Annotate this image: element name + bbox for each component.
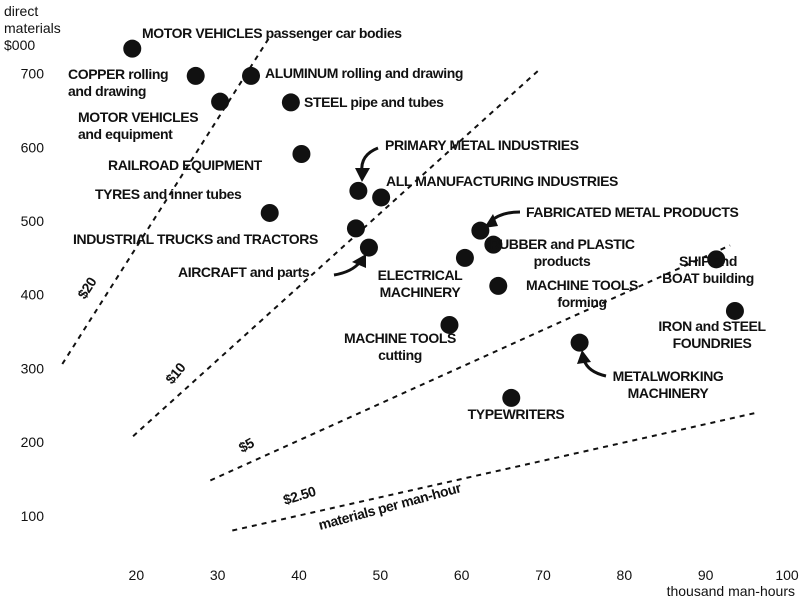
- y-axis-label: $000: [4, 37, 35, 53]
- arrowhead: [355, 168, 370, 182]
- y-tick-label: 500: [21, 213, 45, 229]
- point-label: MOTOR VEHICLES: [78, 109, 198, 125]
- point: [725, 301, 744, 320]
- y-tick-label: 700: [21, 66, 45, 82]
- y-tick-label: 300: [21, 360, 45, 376]
- point: [346, 219, 365, 238]
- point-label: cutting: [378, 347, 422, 363]
- point: [440, 315, 459, 334]
- point-label: MACHINERY: [380, 284, 462, 300]
- point-label: METALWORKING: [613, 368, 724, 384]
- y-tick-label: 600: [21, 139, 45, 155]
- point: [292, 145, 311, 163]
- reference-label: $2.50: [281, 483, 318, 508]
- y-tick-label: 200: [21, 434, 45, 450]
- point-label: RAILROAD EQUIPMENT: [108, 157, 263, 173]
- x-tick-label: 80: [617, 567, 633, 583]
- point-label: ALUMINUM rolling and drawing: [265, 65, 463, 81]
- point-label: and equipment: [78, 126, 173, 142]
- x-axis-label: thousand man-hours: [667, 583, 795, 599]
- reference-label: $10: [162, 359, 189, 387]
- point: [359, 238, 378, 257]
- point-label: PRIMARY METAL INDUSTRIES: [385, 137, 579, 153]
- point: [489, 276, 508, 295]
- x-tick-label: 70: [535, 567, 551, 583]
- arrowhead: [352, 254, 366, 268]
- reference-line: [209, 244, 731, 482]
- point-label: BOAT building: [662, 270, 754, 286]
- point-label: MOTOR VEHICLES passenger car bodies: [142, 25, 402, 41]
- point: [349, 181, 368, 200]
- point: [260, 203, 279, 222]
- point-label: SHIP and: [679, 253, 737, 269]
- reference-line: [132, 67, 542, 437]
- point-label: FOUNDRIES: [673, 335, 752, 351]
- point-label: AIRCRAFT and parts: [178, 264, 310, 280]
- point-label: IRON and STEEL: [658, 318, 766, 334]
- y-axis-label: materials: [4, 20, 61, 36]
- point-label: MACHINE TOOLS: [344, 330, 456, 346]
- point: [484, 235, 503, 254]
- arrow: [333, 261, 362, 277]
- point-label: TYPEWRITERS: [468, 406, 565, 422]
- point: [570, 333, 589, 352]
- reference-label: $20: [74, 274, 100, 302]
- arrowhead: [484, 214, 498, 228]
- point-label: ELECTRICAL: [378, 267, 464, 283]
- point-label: products: [534, 253, 591, 269]
- point-label: forming: [557, 294, 606, 310]
- reference-line: [232, 411, 758, 532]
- x-tick-label: 20: [129, 567, 145, 583]
- arrowheads: [352, 168, 591, 364]
- x-tick-label: 30: [210, 567, 226, 583]
- point-label: FABRICATED METAL PRODUCTS: [526, 204, 739, 220]
- point-label: MACHINERY: [628, 385, 710, 401]
- point: [707, 250, 726, 269]
- y-axis-label: direct: [4, 3, 38, 19]
- point-label: STEEL pipe and tubes: [304, 94, 444, 110]
- y-tick-label: 400: [21, 287, 45, 303]
- point-label: ALL MANUFACTURING INDUSTRIES: [386, 173, 618, 189]
- point: [455, 248, 474, 267]
- point-label: RUBBER and PLASTIC: [489, 236, 635, 252]
- reference-label: $5: [236, 434, 257, 455]
- reference-line: [61, 36, 271, 365]
- point: [471, 221, 490, 240]
- reference-note: materials per man-hour: [317, 479, 464, 533]
- point-label: MACHINE TOOLS: [526, 277, 638, 293]
- point-label: and drawing: [68, 83, 146, 99]
- point: [186, 66, 205, 85]
- y-tick-label: 100: [21, 508, 45, 524]
- point: [211, 92, 230, 111]
- point: [123, 39, 142, 58]
- point: [372, 188, 391, 207]
- point: [242, 66, 261, 85]
- x-tick-label: 60: [454, 567, 470, 583]
- x-tick-label: 100: [775, 567, 799, 583]
- x-tick-label: 40: [291, 567, 307, 583]
- x-tick-label: 90: [698, 567, 714, 583]
- point-label: COPPER rolling: [68, 66, 168, 82]
- x-tick-label: 50: [373, 567, 389, 583]
- arrowhead: [577, 350, 591, 364]
- point-label: TYRES and inner tubes: [95, 186, 242, 202]
- point: [281, 93, 300, 112]
- point: [502, 388, 521, 407]
- point-label: INDUSTRIAL TRUCKS and TRACTORS: [73, 231, 318, 247]
